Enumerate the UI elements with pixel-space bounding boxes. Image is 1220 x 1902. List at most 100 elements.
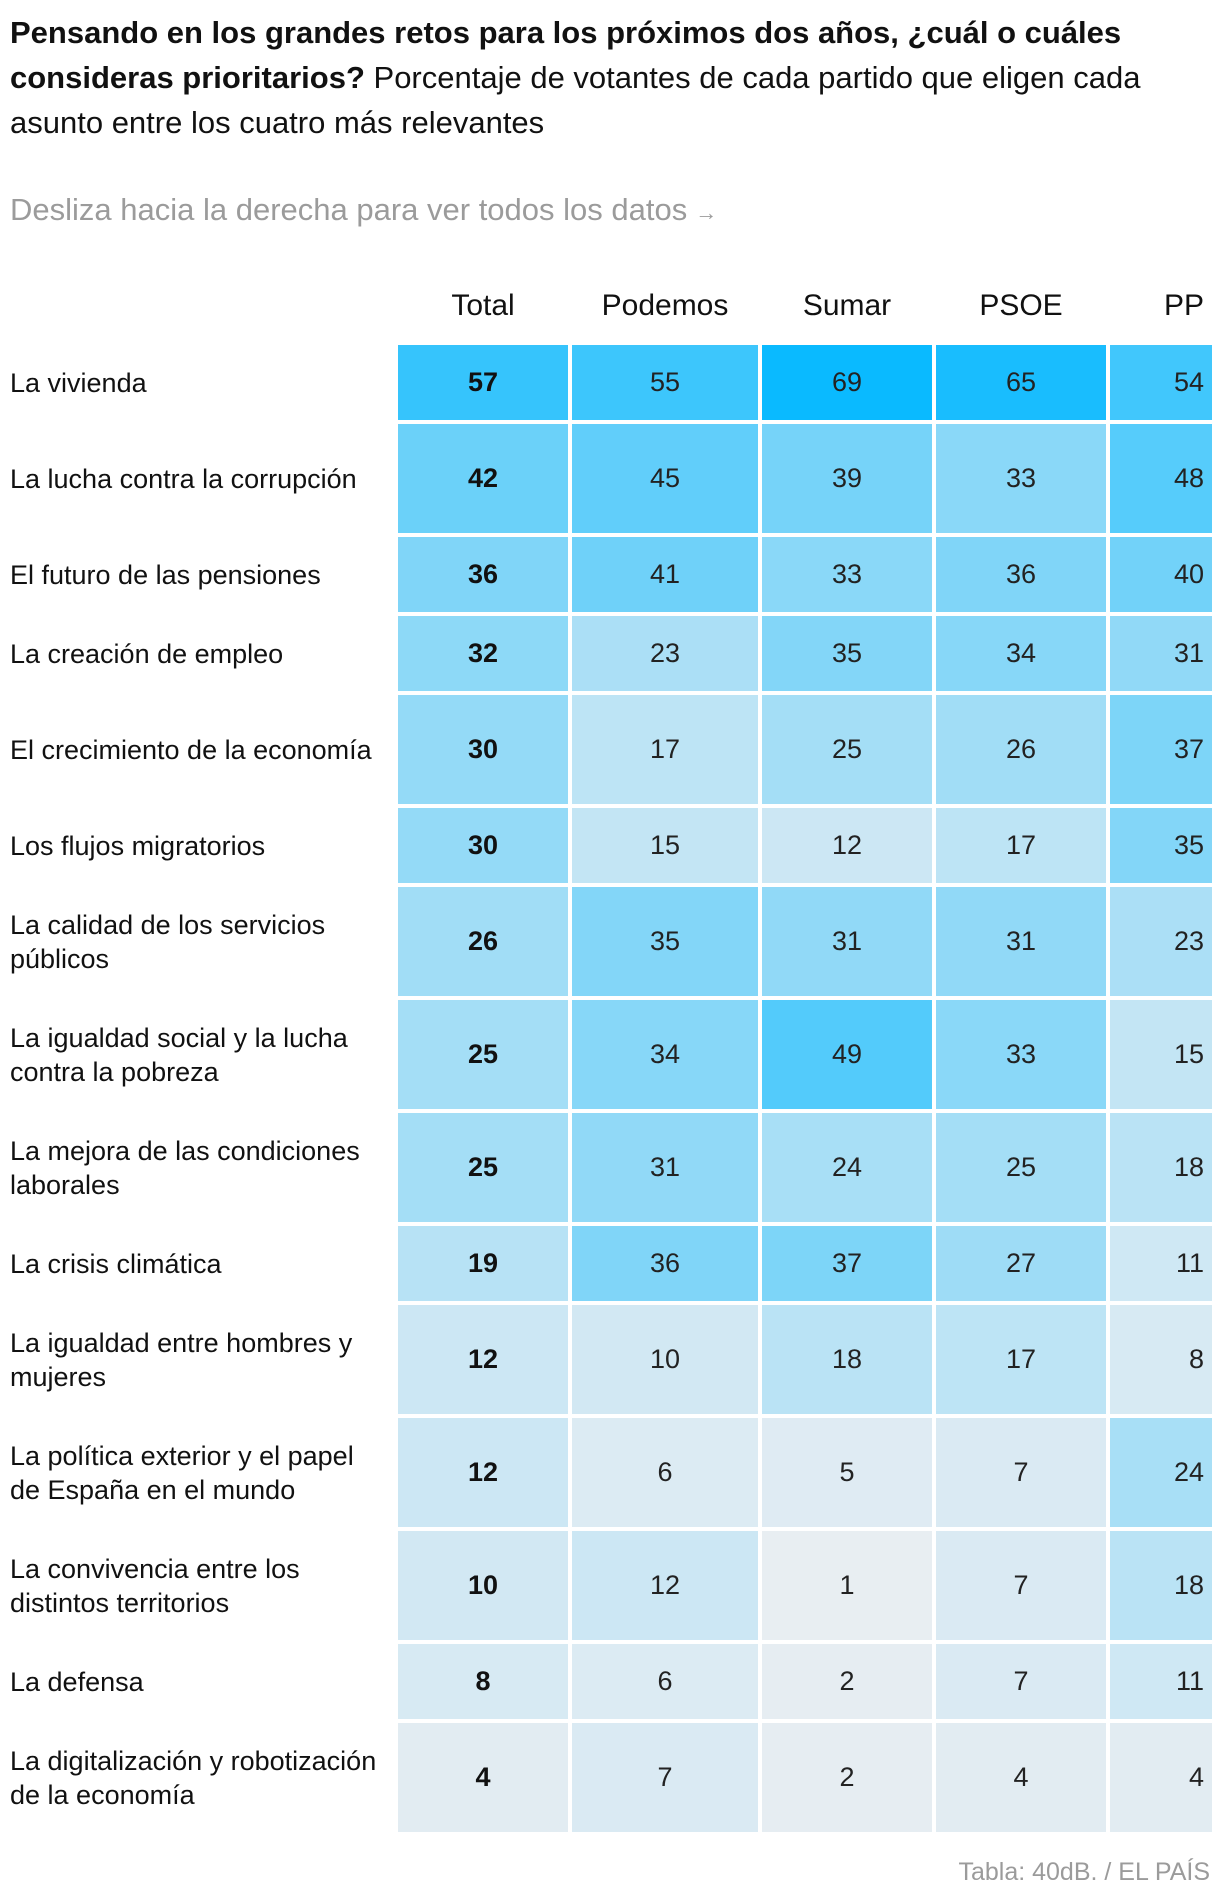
cell-total-la-defensa: 8 xyxy=(398,1644,568,1719)
cell-podemos-el-crecimiento-de-la-economia: 17 xyxy=(572,695,758,804)
cell-sumar-la-politica-exterior-y-el-papel-de-espana-en-el-mundo: 5 xyxy=(762,1418,932,1527)
row-label-la-lucha-contra-la-corrupcion: La lucha contra la corrupción xyxy=(10,463,357,494)
cell-sumar-el-futuro-de-las-pensiones: 33 xyxy=(762,537,932,612)
cell-psoe-la-igualdad-social-y-la-lucha-contra-la-pobreza: 33 xyxy=(936,1000,1106,1109)
cell-pp-la-igualdad-social-y-la-lucha-contra-la-pobreza: 15 xyxy=(1110,1000,1212,1109)
cell-total-la-mejora-de-las-condiciones-laborales: 25 xyxy=(398,1113,568,1222)
cell-sumar-la-convivencia-entre-los-distintos-territorios: 1 xyxy=(762,1531,932,1640)
cell-pp-la-igualdad-entre-hombres-y-mujeres: 8 xyxy=(1110,1305,1212,1414)
row-label-la-defensa: La defensa xyxy=(10,1666,144,1697)
cell-total-la-calidad-de-los-servicios-publicos: 26 xyxy=(398,887,568,996)
cell-podemos-la-defensa: 6 xyxy=(572,1644,758,1719)
cell-pp-la-calidad-de-los-servicios-publicos: 23 xyxy=(1110,887,1212,996)
cell-podemos-los-flujos-migratorios: 15 xyxy=(572,808,758,883)
cell-podemos-el-futuro-de-las-pensiones: 41 xyxy=(572,537,758,612)
source-credit: Tabla: 40dB. / EL PAÍS xyxy=(958,1858,1210,1886)
scroll-hint-text: Desliza hacia la derecha para ver todos … xyxy=(10,192,688,227)
cell-pp-la-creacion-de-empleo: 31 xyxy=(1110,616,1212,691)
row-label-la-politica-exterior-y-el-papel-de-espana-en-el-mundo: La política exterior y el papel de Españ… xyxy=(10,1440,354,1505)
cell-sumar-la-vivienda: 69 xyxy=(762,345,932,420)
row-label-la-creacion-de-empleo: La creación de empleo xyxy=(10,638,284,669)
cell-total-la-digitalizacion-y-robotizacion-de-la-economia: 4 xyxy=(398,1723,568,1832)
cell-psoe-la-digitalizacion-y-robotizacion-de-la-economia: 4 xyxy=(936,1723,1106,1832)
cell-sumar-la-crisis-climatica: 37 xyxy=(762,1226,932,1301)
cell-total-la-crisis-climatica: 19 xyxy=(398,1226,568,1301)
cell-podemos-la-digitalizacion-y-robotizacion-de-la-economia: 7 xyxy=(572,1723,758,1832)
cell-sumar-los-flujos-migratorios: 12 xyxy=(762,808,932,883)
row-label-la-convivencia-entre-los-distintos-territorios: La convivencia entre los distintos terri… xyxy=(10,1553,300,1618)
chart-subtitle: Porcentaje de votantes de cada partido q… xyxy=(10,60,1141,140)
chart-heading: Pensando en los grandes retos para los p… xyxy=(10,10,1210,145)
cell-sumar-la-igualdad-entre-hombres-y-mujeres: 18 xyxy=(762,1305,932,1414)
cell-total-la-creacion-de-empleo: 32 xyxy=(398,616,568,691)
row-label-la-igualdad-social-y-la-lucha-contra-la-pobreza: La igualdad social y la lucha contra la … xyxy=(10,1022,348,1087)
cell-psoe-la-defensa: 7 xyxy=(936,1644,1106,1719)
cell-pp-la-politica-exterior-y-el-papel-de-espana-en-el-mundo: 24 xyxy=(1110,1418,1212,1527)
cell-psoe-la-igualdad-entre-hombres-y-mujeres: 17 xyxy=(936,1305,1106,1414)
arrow-right-icon: → xyxy=(695,200,718,225)
cell-psoe-la-calidad-de-los-servicios-publicos: 31 xyxy=(936,887,1106,996)
cell-podemos-la-vivienda: 55 xyxy=(572,345,758,420)
cell-total-la-igualdad-entre-hombres-y-mujeres: 12 xyxy=(398,1305,568,1414)
cell-sumar-la-mejora-de-las-condiciones-laborales: 24 xyxy=(762,1113,932,1222)
row-label-la-igualdad-entre-hombres-y-mujeres: La igualdad entre hombres y mujeres xyxy=(10,1327,353,1392)
cell-psoe-la-lucha-contra-la-corrupcion: 33 xyxy=(936,424,1106,533)
cell-total-la-igualdad-social-y-la-lucha-contra-la-pobreza: 25 xyxy=(398,1000,568,1109)
cell-psoe-el-crecimiento-de-la-economia: 26 xyxy=(936,695,1106,804)
cell-pp-la-mejora-de-las-condiciones-laborales: 18 xyxy=(1110,1113,1212,1222)
cell-psoe-la-convivencia-entre-los-distintos-territorios: 7 xyxy=(936,1531,1106,1640)
column-header-sumar: Sumar xyxy=(802,289,892,322)
cell-total-el-futuro-de-las-pensiones: 36 xyxy=(398,537,568,612)
row-label-el-crecimiento-de-la-economia: El crecimiento de la economía xyxy=(10,734,372,765)
cell-podemos-la-crisis-climatica: 36 xyxy=(572,1226,758,1301)
cell-sumar-la-igualdad-social-y-la-lucha-contra-la-pobreza: 49 xyxy=(762,1000,932,1109)
row-label-los-flujos-migratorios: Los flujos migratorios xyxy=(10,830,266,861)
chart-title: Pensando en los grandes retos para los p… xyxy=(10,15,1122,95)
cell-psoe-el-futuro-de-las-pensiones: 36 xyxy=(936,537,1106,612)
row-label-la-crisis-climatica: La crisis climática xyxy=(10,1248,222,1279)
cell-pp-la-digitalizacion-y-robotizacion-de-la-economia: 4 xyxy=(1110,1723,1212,1832)
cell-sumar-la-digitalizacion-y-robotizacion-de-la-economia: 2 xyxy=(762,1723,932,1832)
cell-podemos-la-igualdad-social-y-la-lucha-contra-la-pobreza: 34 xyxy=(572,1000,758,1109)
cell-sumar-la-calidad-de-los-servicios-publicos: 31 xyxy=(762,887,932,996)
cell-pp-el-futuro-de-las-pensiones: 40 xyxy=(1110,537,1212,612)
cell-podemos-la-mejora-de-las-condiciones-laborales: 31 xyxy=(572,1113,758,1222)
cell-sumar-la-creacion-de-empleo: 35 xyxy=(762,616,932,691)
cell-total-la-politica-exterior-y-el-papel-de-espana-en-el-mundo: 12 xyxy=(398,1418,568,1527)
cell-sumar-el-crecimiento-de-la-economia: 25 xyxy=(762,695,932,804)
cell-podemos-la-creacion-de-empleo: 23 xyxy=(572,616,758,691)
column-header-pp: PP xyxy=(1163,289,1204,322)
column-header-total: Total xyxy=(451,289,515,322)
cell-sumar-la-defensa: 2 xyxy=(762,1644,932,1719)
cell-psoe-los-flujos-migratorios: 17 xyxy=(936,808,1106,883)
cell-total-la-lucha-contra-la-corrupcion: 42 xyxy=(398,424,568,533)
cell-pp-la-vivienda: 54 xyxy=(1110,345,1212,420)
cell-sumar-la-lucha-contra-la-corrupcion: 39 xyxy=(762,424,932,533)
row-label-el-futuro-de-las-pensiones: El futuro de las pensiones xyxy=(10,559,321,590)
cell-total-los-flujos-migratorios: 30 xyxy=(398,808,568,883)
cell-total-el-crecimiento-de-la-economia: 30 xyxy=(398,695,568,804)
row-label-la-vivienda: La vivienda xyxy=(10,367,147,398)
row-label-la-calidad-de-los-servicios-publicos: La calidad de los servicios públicos xyxy=(10,909,326,974)
column-header-podemos: Podemos xyxy=(601,289,729,322)
cell-podemos-la-calidad-de-los-servicios-publicos: 35 xyxy=(572,887,758,996)
cell-podemos-la-politica-exterior-y-el-papel-de-espana-en-el-mundo: 6 xyxy=(572,1418,758,1527)
cell-psoe-la-creacion-de-empleo: 34 xyxy=(936,616,1106,691)
cell-pp-la-defensa: 11 xyxy=(1110,1644,1212,1719)
row-label-la-mejora-de-las-condiciones-laborales: La mejora de las condiciones laborales xyxy=(10,1135,360,1200)
scroll-hint: Desliza hacia la derecha para ver todos … xyxy=(10,188,717,235)
cell-pp-los-flujos-migratorios: 35 xyxy=(1110,808,1212,883)
cell-psoe-la-mejora-de-las-condiciones-laborales: 25 xyxy=(936,1113,1106,1222)
column-header-psoe: PSOE xyxy=(979,289,1063,322)
cell-psoe-la-vivienda: 65 xyxy=(936,345,1106,420)
cell-pp-la-crisis-climatica: 11 xyxy=(1110,1226,1212,1301)
cell-pp-la-convivencia-entre-los-distintos-territorios: 18 xyxy=(1110,1531,1212,1640)
cell-pp-la-lucha-contra-la-corrupcion: 48 xyxy=(1110,424,1212,533)
cell-psoe-la-politica-exterior-y-el-papel-de-espana-en-el-mundo: 7 xyxy=(936,1418,1106,1527)
cell-podemos-la-igualdad-entre-hombres-y-mujeres: 10 xyxy=(572,1305,758,1414)
cell-podemos-la-lucha-contra-la-corrupcion: 45 xyxy=(572,424,758,533)
cell-podemos-la-convivencia-entre-los-distintos-territorios: 12 xyxy=(572,1531,758,1640)
row-label-la-digitalizacion-y-robotizacion-de-la-economia: La digitalización y robotización de la e… xyxy=(10,1745,377,1810)
cell-total-la-convivencia-entre-los-distintos-territorios: 10 xyxy=(398,1531,568,1640)
